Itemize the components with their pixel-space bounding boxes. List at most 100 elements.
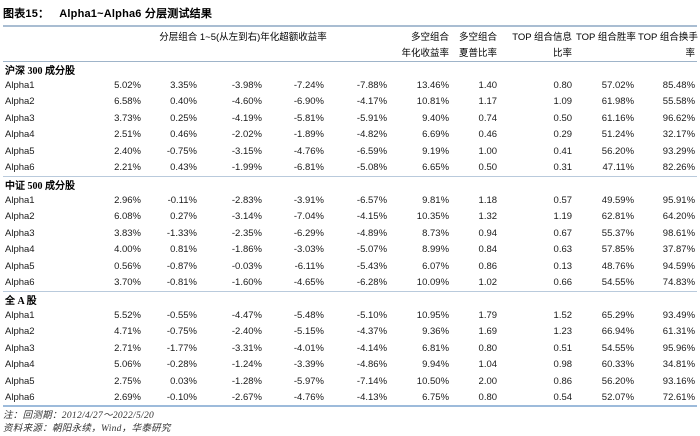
top-info-ratio: 1.09 (553, 96, 573, 108)
header-top-info-ratio-l1: TOP 组合信息 (512, 31, 573, 43)
alpha-row-label: Alpha6 (3, 389, 97, 407)
quintile-1-excess-return: 6.58% (114, 96, 141, 108)
quintile-3-excess-return: -1.24% (231, 359, 262, 371)
quintile-4-excess-return: -3.91% (293, 194, 324, 206)
quintile-3-excess-return: -2.35% (231, 227, 262, 239)
quintile-1-excess-return: 4.00% (114, 244, 141, 256)
longshort-annual-return: 8.99% (422, 244, 450, 256)
quintile-4-excess-return: -7.24% (293, 79, 324, 91)
table-row: Alpha4 2.51% 0.46% -2.02% -1.89% -4.82% … (3, 127, 697, 144)
top-turnover-rate: 82.26% (636, 159, 698, 177)
quintile-5-excess-return: -6.28% (326, 274, 390, 292)
quintile-5-excess-return: -4.89% (356, 227, 388, 239)
longshort-annual-return: 9.40% (422, 112, 450, 124)
table-row: Alpha3 3.73% 0.25% -4.19% -5.81% -5.91% … (3, 110, 697, 127)
table-row: Alpha1 2.96% -0.11% -2.83% -3.91% -6.57%… (3, 192, 697, 209)
results-table: 分层组合 1~5(从左到右)年化超额收益率 多空组合 多空组合 TOP 组合信息… (3, 27, 698, 407)
quintile-4-excess-return: -7.04% (293, 211, 324, 223)
quintile-1-excess-return: 5.06% (114, 359, 141, 371)
table-row: Alpha1 5.52% -0.55% -4.47% -5.48% -5.10%… (3, 307, 697, 324)
quintile-1-excess-return: 6.08% (114, 211, 141, 223)
top-turnover-rate: 64.20% (662, 211, 696, 223)
quintile-3-excess-return: -1.28% (231, 375, 262, 387)
quintile-3-excess-return: -2.83% (231, 194, 262, 206)
longshort-sharpe-ratio: 1.40 (478, 79, 498, 91)
alpha-row-label: Alpha6 (3, 159, 97, 177)
alpha-row-label: Alpha1 (5, 309, 35, 321)
quintile-2-excess-return: -1.33% (166, 227, 197, 239)
quintile-5-excess-return: -4.15% (356, 211, 388, 223)
quintile-3-excess-return: -4.19% (231, 112, 262, 124)
header-top-turnover-l1: TOP 组合换手 (638, 31, 698, 43)
quintile-4-excess-return: -6.11% (294, 260, 324, 272)
longshort-annual-return: 8.73% (422, 227, 450, 239)
longshort-sharpe-ratio: 0.80 (478, 342, 498, 354)
quintile-2-excess-return: -0.11% (167, 194, 197, 206)
quintile-5-excess-return: -5.07% (356, 244, 388, 256)
alpha-row-label: Alpha2 (5, 96, 35, 108)
longshort-annual-return: 10.95% (416, 309, 450, 321)
longshort-sharpe-ratio: 1.04 (478, 359, 498, 371)
longshort-annual-return: 9.19% (422, 145, 450, 157)
quintile-2-excess-return: 0.81% (170, 244, 197, 256)
header-empty (3, 27, 97, 44)
quintile-2-excess-return: -0.55% (166, 309, 197, 321)
top-turnover-rate: 72.61% (636, 389, 698, 407)
longshort-sharpe-ratio: 1.79 (478, 309, 498, 321)
quintile-3-excess-return: -4.47% (231, 309, 262, 321)
top-win-rate: 56.20% (601, 375, 635, 387)
quintile-2-excess-return: 0.43% (143, 159, 199, 177)
top-win-rate: 47.11% (574, 159, 637, 177)
note-backtest-period: 注：回测期：2012/4/27～2022/5/20 (3, 411, 155, 421)
top-info-ratio: 0.67 (553, 227, 573, 239)
quintile-1-excess-return: 2.51% (114, 129, 141, 141)
alpha-row-label: Alpha4 (5, 359, 35, 371)
table-row: Alpha5 2.40% -0.75% -3.15% -4.76% -6.59%… (3, 143, 697, 160)
top-info-ratio: 0.31 (499, 159, 575, 177)
longshort-annual-return: 6.07% (422, 260, 450, 272)
quintile-1-excess-return: 2.69% (97, 389, 143, 407)
top-win-rate: 61.98% (601, 96, 635, 108)
longshort-annual-return: 6.69% (422, 129, 450, 141)
note-data-source: 资料来源：朝阳永续，Wind，华泰研究 (3, 424, 171, 434)
longshort-sharpe-ratio: 1.00 (478, 145, 498, 157)
quintile-1-excess-return: 2.21% (97, 159, 143, 177)
quintile-4-excess-return: -4.76% (293, 145, 324, 157)
quintile-5-excess-return: -5.91% (356, 112, 388, 124)
quintile-3-excess-return: -3.31% (231, 342, 262, 354)
quintile-4-excess-return: -6.29% (293, 227, 324, 239)
longshort-annual-return: 10.09% (389, 274, 452, 292)
section-header-row: 全 A 股 (3, 291, 697, 307)
longshort-annual-return: 6.75% (389, 389, 452, 407)
top-info-ratio: 0.66 (499, 274, 575, 292)
top-info-ratio: 1.19 (553, 211, 573, 223)
top-win-rate: 54.55% (601, 342, 635, 354)
top-win-rate: 54.55% (574, 274, 637, 292)
table-row: Alpha5 2.75% 0.03% -1.28% -5.97% -7.14% … (3, 373, 697, 390)
top-turnover-rate: 37.87% (662, 244, 696, 256)
quintile-3-excess-return: -3.15% (231, 145, 262, 157)
table-row: Alpha4 4.00% 0.81% -1.86% -3.03% -5.07% … (3, 242, 697, 259)
alpha-row-label: Alpha4 (5, 129, 35, 141)
quintile-4-excess-return: -5.48% (293, 309, 324, 321)
top-info-ratio: 0.98 (553, 359, 573, 371)
alpha-row-label: Alpha5 (5, 375, 35, 387)
quintile-3-excess-return: -3.14% (231, 211, 262, 223)
quintile-5-excess-return: -7.14% (356, 375, 388, 387)
header-empty (3, 44, 97, 62)
quintile-2-excess-return: -0.75% (166, 145, 197, 157)
quintile-2-excess-return: -0.28% (166, 359, 197, 371)
table-row: Alpha3 2.71% -1.77% -3.31% -4.01% -4.14%… (3, 340, 697, 357)
top-win-rate: 65.29% (601, 309, 635, 321)
quintile-5-excess-return: -5.43% (356, 260, 388, 272)
longshort-annual-return: 9.36% (422, 326, 450, 338)
quintile-2-excess-return: 0.25% (170, 112, 197, 124)
title-divider (3, 25, 697, 27)
top-turnover-rate: 96.62% (662, 112, 696, 124)
table-body: 沪深 300 成分股 Alpha1 5.02% 3.35% -3.98% -7.… (3, 61, 698, 407)
quintile-2-excess-return: 0.40% (170, 96, 197, 108)
alpha-row-label: Alpha2 (5, 211, 35, 223)
quintile-2-excess-return: -0.87% (166, 260, 197, 272)
longshort-sharpe-ratio: 1.02 (451, 274, 500, 292)
top-turnover-rate: 34.81% (662, 359, 696, 371)
